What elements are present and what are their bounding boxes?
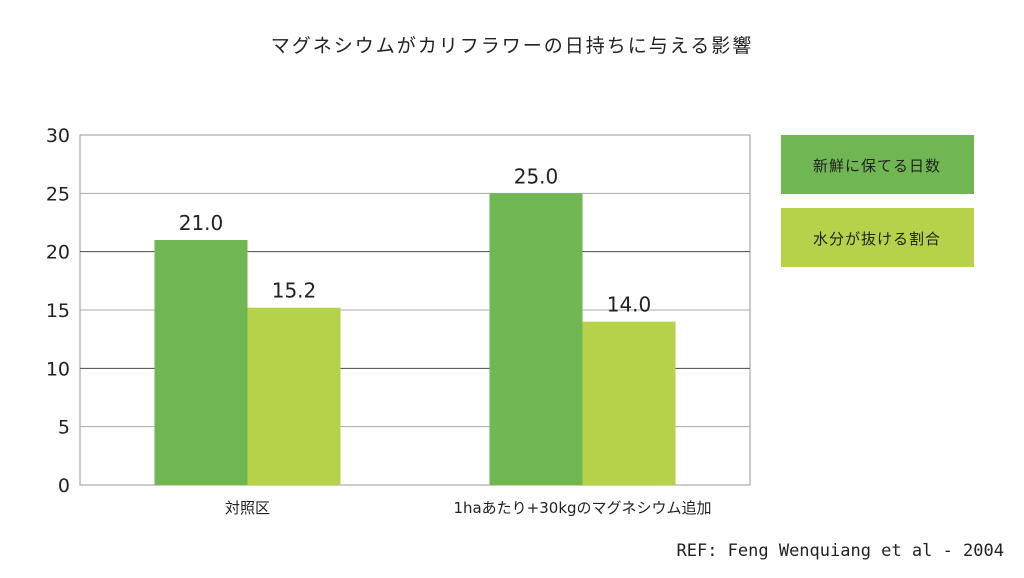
bar-value-label: 14.0 xyxy=(607,293,652,317)
bar-moisture-loss xyxy=(247,307,341,485)
bars xyxy=(154,193,676,486)
y-tick-label: 10 xyxy=(46,358,70,380)
source-reference: REF: Feng Wenquiang et al - 2004 xyxy=(676,541,1004,561)
y-tick-label: 30 xyxy=(46,125,70,147)
legend-label-moisture-loss: 水分が抜ける割合 xyxy=(813,230,941,248)
legend-swatch-fresh-days xyxy=(781,135,974,194)
bar-moisture-loss xyxy=(582,321,676,485)
y-tick-label: 25 xyxy=(46,183,70,205)
x-category-label: 対照区 xyxy=(225,499,270,517)
bar-value-label: 21.0 xyxy=(179,211,224,235)
bar-value-label: 25.0 xyxy=(514,164,559,188)
bar-fresh-days xyxy=(489,193,583,486)
chart-title: マグネシウムがカリフラワーの日持ちに与える影響 xyxy=(271,35,753,57)
legend-swatch-moisture-loss xyxy=(781,208,974,267)
x-axis-categories: 対照区 1haあたり+30kgのマグネシウム追加 xyxy=(225,499,712,517)
data-labels: 21.0 15.2 25.0 14.0 xyxy=(179,164,652,316)
bar-value-label: 15.2 xyxy=(272,279,317,303)
y-tick-label: 5 xyxy=(58,417,70,439)
bar-fresh-days xyxy=(154,240,248,485)
legend-label-fresh-days: 新鮮に保てる日数 xyxy=(813,157,941,175)
y-axis-ticks: 0 5 10 15 20 25 30 xyxy=(46,125,70,497)
y-tick-label: 20 xyxy=(46,242,70,264)
x-category-label: 1haあたり+30kgのマグネシウム追加 xyxy=(453,499,711,517)
y-tick-label: 0 xyxy=(58,475,70,497)
plot-area: 21.0 15.2 25.0 14.0 xyxy=(79,134,751,486)
legend: 新鮮に保てる日数 水分が抜ける割合 xyxy=(781,135,974,267)
y-tick-label: 15 xyxy=(46,300,70,322)
